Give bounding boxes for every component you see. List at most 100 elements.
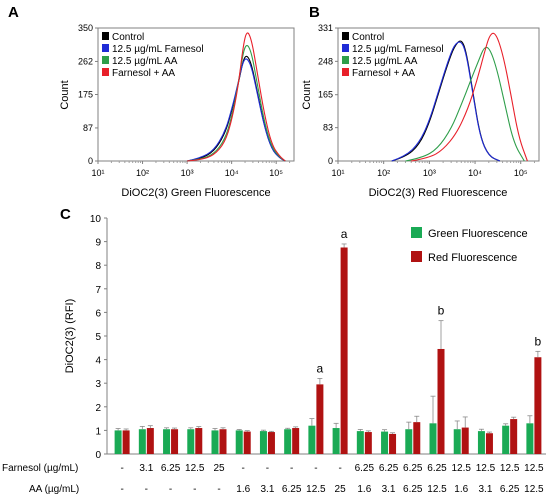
y-tick-label: 7 <box>95 285 101 296</box>
red-bar-8 <box>316 384 324 454</box>
red-bar-4 <box>219 429 227 454</box>
red-bar-15 <box>485 433 493 454</box>
aa-value-3: - <box>193 484 196 495</box>
farnesol-value-7: - <box>290 463 293 474</box>
y-tick-label: 3 <box>95 379 101 390</box>
farnesol-value-0: - <box>120 463 123 474</box>
legend-label: Control <box>112 32 144 43</box>
green-bar-17 <box>526 423 534 454</box>
aa-value-6: 3.1 <box>260 484 274 495</box>
aa-value-15: 3.1 <box>478 484 492 495</box>
aa-value-11: 3.1 <box>382 484 396 495</box>
panel-b-label: B <box>309 4 320 21</box>
legend-swatch <box>411 227 422 238</box>
aa-value-0: - <box>120 484 123 495</box>
legend-swatch <box>342 44 349 52</box>
farnesol-value-14: 12.5 <box>451 463 471 474</box>
farnesol-value-2: 6.25 <box>161 463 181 474</box>
aa-value-13: 12.5 <box>427 484 447 495</box>
aa-value-9: 25 <box>335 484 347 495</box>
green-bar-14 <box>453 429 461 454</box>
green-bar-3 <box>187 429 195 454</box>
green-bar-10 <box>356 431 364 454</box>
y-tick-label: 1 <box>95 426 101 437</box>
red-bar-13 <box>437 348 445 454</box>
y-tick-label: 87 <box>83 123 93 133</box>
aa-value-12: 6.25 <box>403 484 423 495</box>
y-tick-label: 83 <box>323 123 333 133</box>
red-bar-5 <box>243 431 251 454</box>
panel-c-ylabel: DiOC2(3) (RFI) <box>64 299 76 374</box>
x-tick-label: 10³ <box>181 168 194 178</box>
red-bar-10 <box>364 432 372 454</box>
y-tick-label: 0 <box>95 450 101 461</box>
y-tick-label: 8 <box>95 261 101 272</box>
farnesol-value-15: 12.5 <box>476 463 496 474</box>
y-tick-label: 2 <box>95 403 101 414</box>
farnesol-value-13: 6.25 <box>427 463 447 474</box>
aa-value-5: 1.6 <box>236 484 250 495</box>
aa-value-4: - <box>217 484 220 495</box>
green-bar-9 <box>332 428 340 454</box>
farnesol-value-6: - <box>266 463 269 474</box>
farnesol-value-10: 6.25 <box>355 463 375 474</box>
panel-a-label: A <box>8 4 19 21</box>
farnesol-value-17: 12.5 <box>524 463 544 474</box>
y-tick-label: 5 <box>95 332 101 343</box>
aa-value-10: 1.6 <box>357 484 371 495</box>
legend-label: 12.5 µg/mL AA <box>352 56 418 67</box>
panel-c-label: C <box>60 206 71 223</box>
farnesol-value-3: 12.5 <box>185 463 205 474</box>
farnesol-value-16: 12.5 <box>500 463 520 474</box>
histogram-curve-3 <box>411 32 528 162</box>
y-tick-label: 0 <box>328 156 333 166</box>
x-tick-label: 10² <box>136 168 149 178</box>
green-bar-6 <box>259 431 267 454</box>
green-bar-13 <box>429 423 437 454</box>
aa-value-7: 6.25 <box>282 484 302 495</box>
legend-swatch <box>342 32 349 40</box>
red-bar-12 <box>413 422 421 454</box>
red-bar-1 <box>146 428 154 454</box>
y-tick-label: 9 <box>95 238 101 249</box>
legend-label: Red Fluorescence <box>428 252 517 264</box>
green-bar-8 <box>308 425 316 454</box>
aa-value-8: 12.5 <box>306 484 326 495</box>
legend-label: 12.5 µg/mL Farnesol <box>352 44 444 55</box>
green-bar-11 <box>381 431 389 454</box>
legend-swatch <box>102 44 109 52</box>
aa-value-14: 1.6 <box>454 484 468 495</box>
red-bar-9 <box>340 247 348 454</box>
y-tick-label: 6 <box>95 308 101 319</box>
y-tick-label: 4 <box>95 356 101 367</box>
legend-swatch <box>102 68 109 76</box>
legend-swatch <box>411 251 422 262</box>
farnesol-value-5: - <box>242 463 245 474</box>
significance-label: b <box>535 334 542 348</box>
legend-label: Green Fluorescence <box>428 228 528 240</box>
green-bar-16 <box>502 425 510 454</box>
x-tick-label: 10⁵ <box>269 168 283 178</box>
panel-a-ylabel: Count <box>59 80 71 109</box>
green-bar-0 <box>114 430 122 454</box>
green-bar-5 <box>235 430 243 454</box>
x-tick-label: 10³ <box>423 168 436 178</box>
x-tick-label: 10¹ <box>331 168 344 178</box>
panel-a-histogram: A Count DiOC2(3) Green Fluorescence 0 87 1… <box>8 4 295 199</box>
histogram-curve-2 <box>187 45 286 162</box>
y-tick-label: 331 <box>318 23 333 33</box>
green-bar-1 <box>138 429 146 454</box>
y-tick-label: 10 <box>90 214 102 225</box>
x-tick-label: 10² <box>377 168 390 178</box>
farnesol-value-8: - <box>314 463 317 474</box>
legend-label: Control <box>352 32 384 43</box>
green-bar-12 <box>405 429 413 454</box>
panel-b-histogram: B Count DiOC2(3) Red Fluorescence 0 83 165… <box>301 4 540 199</box>
legend-swatch <box>102 32 109 40</box>
x-tick-label: 10¹ <box>91 168 104 178</box>
red-bar-7 <box>292 428 300 454</box>
farnesol-value-4: 25 <box>213 463 225 474</box>
legend-label: 12.5 µg/mL AA <box>112 56 178 67</box>
red-bar-11 <box>389 433 397 454</box>
